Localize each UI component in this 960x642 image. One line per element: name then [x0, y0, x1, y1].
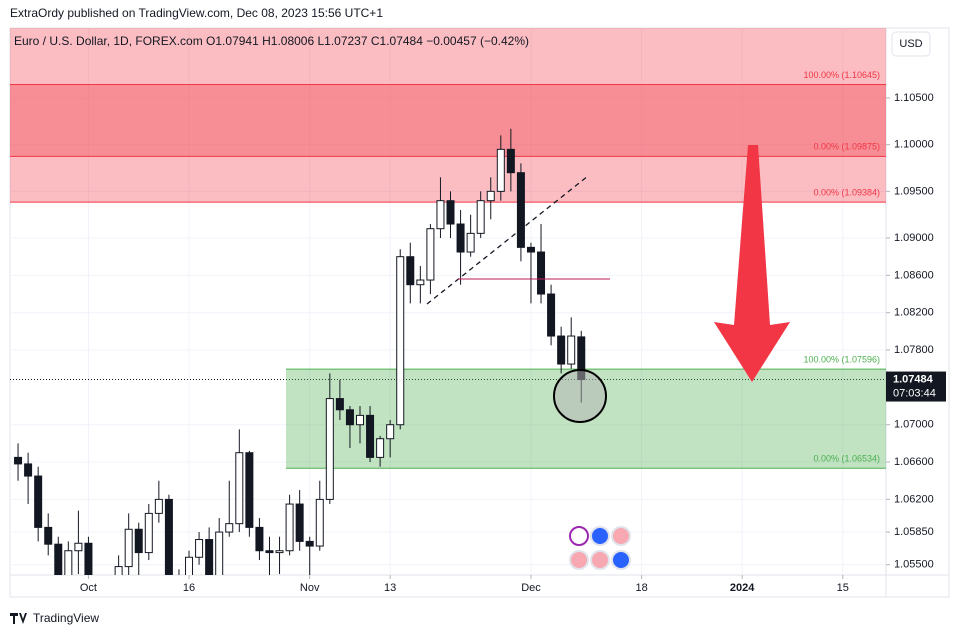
footer-brand: TradingView: [33, 611, 99, 625]
candle-body: [235, 452, 244, 525]
candle-body: [255, 526, 264, 552]
candle-body: [506, 148, 515, 174]
candle-body: [376, 438, 385, 458]
candle-body: [496, 148, 505, 192]
x-tick-label: Dec: [521, 582, 541, 594]
x-tick-label: Nov: [300, 582, 320, 594]
candle-body: [386, 424, 395, 440]
candle-body: [124, 528, 133, 568]
y-tick-label: 1.10000: [894, 139, 934, 151]
candle-body: [366, 414, 375, 458]
candle-body: [547, 293, 556, 337]
candle-body: [456, 223, 465, 253]
publisher: ExtraOrdy published on TradingView.com, …: [10, 6, 383, 20]
candle-body: [537, 251, 546, 295]
currency[interactable]: USD: [899, 38, 922, 50]
candle-body: [84, 542, 93, 575]
resistance-band: [10, 84, 886, 157]
candle-body: [215, 531, 224, 575]
candle-body: [245, 452, 254, 528]
candle-body: [205, 539, 214, 575]
y-tick-label: 1.06200: [894, 493, 934, 505]
candle-body: [466, 232, 475, 253]
candle-body: [114, 566, 123, 575]
candle-body: [567, 335, 576, 365]
candle-body: [185, 556, 194, 575]
candle-body: [95, 633, 102, 637]
candle-body: [416, 279, 425, 286]
fib-label: 100.00% (1.07596): [803, 354, 880, 364]
y-tick-label: 1.05500: [894, 559, 934, 571]
candle-body: [516, 172, 525, 248]
candle-body: [24, 463, 33, 477]
currency-button[interactable]: [891, 31, 931, 57]
candle-body: [225, 523, 234, 533]
fib-label: 0.00% (1.06534): [813, 454, 880, 464]
candle-body: [64, 550, 73, 575]
fib-label: 100.00% (1.10645): [803, 70, 880, 80]
y-tick-label: 1.09000: [894, 232, 934, 244]
y-tick-label: 1.07800: [894, 344, 934, 356]
y-tick-label: 1.08600: [894, 269, 934, 281]
event-icons: [569, 526, 631, 570]
x-tick-label: 18: [635, 582, 647, 594]
candle-body: [44, 526, 53, 545]
candle-body: [105, 607, 112, 637]
y-tick-label: 1.10500: [894, 92, 934, 104]
candle-body: [446, 200, 455, 225]
down-arrow: [714, 145, 790, 382]
y-tick-label: 1.08200: [894, 307, 934, 319]
symbol-header: Euro / U.S. Dollar, 1D, FOREX.com O1.079…: [14, 34, 529, 48]
candle-body: [275, 550, 284, 554]
candle-body: [175, 583, 182, 604]
candle-body: [14, 456, 23, 465]
x-tick-label: 2024: [730, 582, 755, 594]
x-tick-label: 16: [183, 582, 195, 594]
y-tick-label: 1.07000: [894, 419, 934, 431]
candle-body: [295, 503, 304, 542]
candle-body: [345, 409, 354, 426]
candle-body: [265, 550, 274, 554]
candle-body: [325, 398, 334, 500]
candle-body: [195, 539, 204, 558]
x-tick-label: 13: [384, 582, 396, 594]
y-tick-label: 1.06600: [894, 456, 934, 468]
last-price: 1.07484: [893, 373, 934, 385]
candle-body: [154, 498, 163, 514]
candle-body: [54, 543, 63, 575]
candle-body: [134, 528, 143, 554]
fib-label: 0.00% (1.09875): [813, 142, 880, 152]
candle-body: [285, 503, 294, 552]
fib-label: 0.00% (1.09384): [813, 188, 880, 198]
candle-body: [335, 398, 344, 411]
candle-body: [426, 228, 435, 281]
candle-body: [526, 246, 535, 253]
x-tick-label: Oct: [80, 582, 97, 594]
trend-line: [426, 175, 589, 305]
candle-body: [486, 190, 495, 202]
candle-body: [305, 540, 314, 547]
candle-body: [476, 200, 485, 234]
candle-body: [436, 200, 445, 230]
highlight-circle: [553, 369, 607, 423]
tv-logo: [10, 613, 27, 624]
resistance-zone: [10, 28, 886, 203]
countdown: 07:03:44: [893, 387, 936, 399]
candle-body: [557, 335, 566, 365]
candle-body: [34, 475, 43, 528]
last-price-box: [886, 371, 946, 402]
y-tick-label: 1.09500: [894, 185, 934, 197]
candle-body: [396, 256, 405, 426]
candle-body: [74, 542, 83, 552]
x-tick-label: 15: [837, 582, 849, 594]
candle-body: [406, 256, 415, 286]
candle-body: [315, 498, 324, 547]
y-tick-label: 1.05850: [894, 526, 934, 538]
candle-body: [144, 512, 153, 554]
candle-body: [355, 414, 364, 426]
candle-body: [164, 498, 173, 575]
